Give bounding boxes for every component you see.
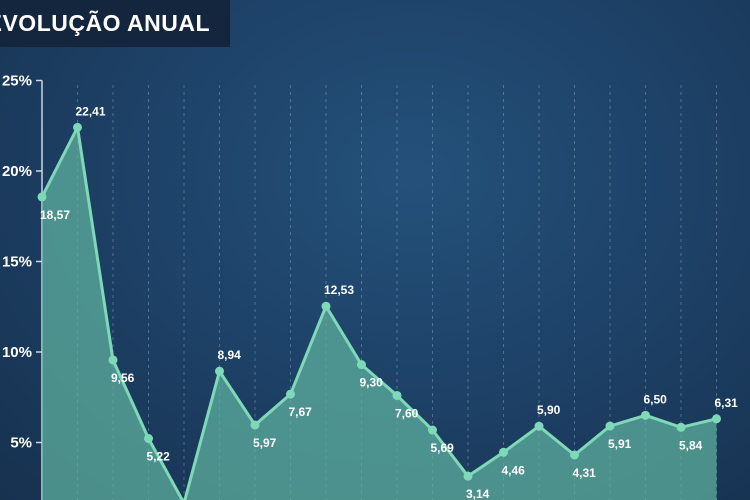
data-label: 5,97 (253, 436, 277, 450)
data-point (250, 420, 260, 430)
y-tick-label: 20% (2, 163, 32, 180)
data-label: 22,41 (76, 104, 106, 118)
data-point (321, 301, 331, 311)
data-label: 6,50 (644, 392, 668, 406)
data-label: 5,69 (431, 441, 455, 455)
data-point (570, 450, 579, 460)
data-point (37, 192, 47, 202)
y-tick-label: 10% (2, 344, 32, 361)
data-point (357, 360, 366, 370)
data-label: 12,53 (324, 283, 354, 297)
data-point (499, 447, 508, 457)
y-tick-label: 25% (2, 73, 32, 90)
y-tick-label: 5% (10, 435, 32, 452)
data-label: 5,90 (537, 403, 561, 417)
data-label: 18,57 (40, 208, 70, 222)
data-point (605, 421, 615, 431)
data-label: 7,60 (395, 406, 419, 420)
data-label: 4,31 (573, 466, 597, 480)
data-point (712, 414, 721, 424)
data-label: 5,91 (608, 437, 632, 451)
data-point (676, 422, 686, 432)
data-point (108, 355, 118, 365)
chart-title: EVOLUÇÃO ANUAL (0, 10, 210, 36)
data-label: 8,94 (218, 348, 242, 362)
data-point (463, 471, 473, 481)
data-label: 6,31 (715, 396, 739, 410)
data-point (73, 122, 82, 132)
data-point (215, 366, 224, 376)
data-point (392, 390, 402, 400)
data-point (428, 425, 437, 435)
data-point (534, 421, 544, 431)
data-label: 5,84 (679, 438, 703, 452)
data-label: 9,56 (111, 371, 135, 385)
data-label: 4,46 (502, 463, 526, 477)
series-line (40, 125, 717, 500)
data-label: 9,30 (360, 376, 384, 390)
data-label: 5,22 (147, 450, 171, 464)
chart-title-box: EVOLUÇÃO ANUAL (0, 0, 230, 47)
data-label: 3,14 (466, 487, 490, 500)
data-point (144, 434, 153, 444)
data-label: 7,67 (289, 405, 313, 419)
y-tick-label: 15% (2, 254, 32, 271)
data-point (286, 389, 295, 399)
data-point (641, 410, 650, 420)
